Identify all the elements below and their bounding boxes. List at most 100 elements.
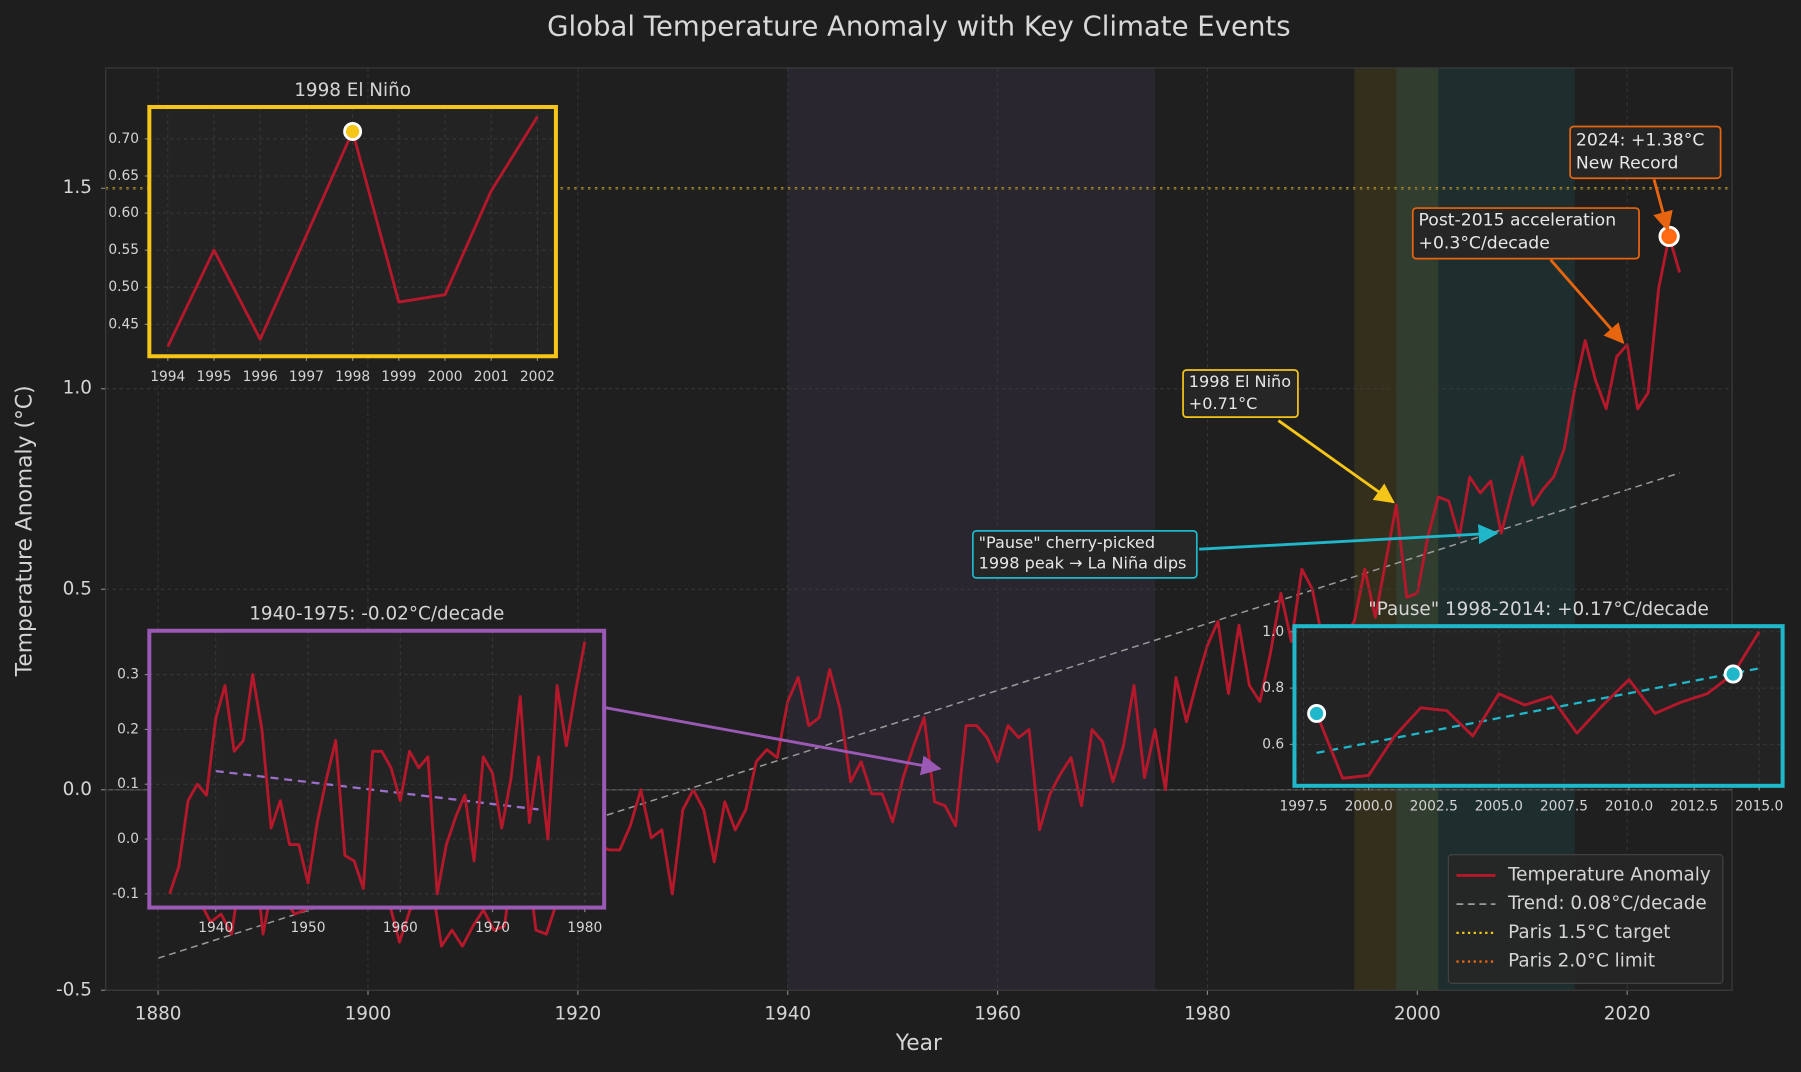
x-tick-label: 1960: [974, 1003, 1021, 1024]
x-tick-label: 1940: [764, 1003, 811, 1024]
x-tick-label: 1998: [335, 369, 370, 385]
annotation-box: [972, 529, 1198, 579]
annotation-box: [1411, 207, 1640, 260]
chart-title: Global Temperature Anomaly with Key Clim…: [547, 11, 1290, 43]
annotation-text: New Record: [1576, 153, 1679, 173]
legend-label: Temperature Anomaly: [1507, 864, 1711, 885]
highlight-span: [1396, 67, 1575, 991]
x-tick-label: 1980: [567, 920, 602, 936]
annotations: 2024: +1.38°C New Record Post-2015 accel…: [605, 125, 1722, 776]
data-line: [1315, 631, 1761, 780]
inset-connector: [605, 706, 942, 776]
x-tick-label: 1900: [345, 1003, 392, 1024]
x-tick-label: 2012.5: [1670, 798, 1718, 814]
x-tick-label: 1880: [135, 1003, 182, 1024]
y-tick-label: 0.65: [108, 168, 139, 184]
annotation-arrow: [1652, 178, 1673, 232]
legend-label: Trend: 0.08°C/decade: [1507, 893, 1707, 914]
annotation-arrow: [1199, 524, 1499, 551]
inset-title: "Pause" 1998-2014: +0.17°C/decade: [1368, 599, 1709, 620]
y-tick-label: 0.70: [108, 131, 139, 147]
y-tick-label: 0.0: [117, 831, 139, 847]
x-tick-label: 2002.5: [1410, 798, 1458, 814]
data-line: [168, 641, 587, 896]
highlight-point: [1723, 664, 1743, 684]
trend-line: [1316, 667, 1760, 755]
y-tick-label: 0.60: [108, 205, 139, 221]
inset-title: 1998 El Niño: [294, 80, 411, 101]
highlight-point: [343, 122, 363, 141]
inset-frame: [147, 104, 558, 359]
x-tick-label: 1994: [150, 369, 185, 385]
y-tick-label: 0.8: [1262, 680, 1284, 696]
inset-title: 1940-1975: -0.02°C/decade: [249, 604, 504, 625]
annotation-text: Post-2015 acceleration: [1419, 211, 1617, 231]
y-tick-label: 1.5: [63, 177, 92, 198]
annotation-text: 2024: +1.38°C: [1576, 130, 1705, 150]
annotation-text: "Pause" cherry-picked: [979, 533, 1155, 552]
y-tick-label: 0.3: [117, 667, 139, 683]
x-tick-label: 2020: [1604, 1003, 1651, 1024]
highlight-point: [1307, 703, 1327, 723]
x-tick-label: 2001: [474, 369, 509, 385]
annotation-text: 1998 peak → La Niña dips: [979, 554, 1187, 573]
legend-box: [1447, 854, 1724, 984]
highlight-span: [787, 67, 1155, 991]
x-tick-label: 1996: [243, 369, 278, 385]
inset-panel: 1940 1950 1960 1970 1980 -0.1 0.0 0.1 0.2 0.3 1940…: [112, 604, 607, 936]
plot-frame: [105, 67, 1733, 991]
y-tick-label: 0.55: [108, 242, 139, 258]
x-tick-label: 1997.5: [1279, 798, 1327, 814]
x-tick-label: 1970: [475, 920, 510, 936]
annotation-box: [1182, 369, 1299, 418]
y-tick-label: 0.1: [117, 776, 139, 792]
y-tick-label: 0.45: [108, 316, 139, 332]
y-tick-label: -0.5: [56, 979, 92, 1000]
y-tick-label: 0.0: [63, 779, 92, 800]
y-axis-label: Temperature Anomaly (°C): [12, 385, 37, 677]
y-tick-label: 0.50: [108, 279, 139, 295]
annotation-box: [1569, 125, 1722, 180]
x-tick-label: 2007.5: [1540, 798, 1588, 814]
inset-panel: 1994 1995 1996 1997 1998 1999 2000 2001 2002 0.45…: [108, 80, 558, 385]
legend-label: Paris 2.0°C limit: [1508, 951, 1655, 972]
x-tick-label: 2010.0: [1605, 798, 1653, 814]
plot-area: 1880 1900 1920 1940 1960 1980 2000 2020 -0.5 0.0 0…: [56, 67, 1785, 1024]
x-tick-label: 1995: [196, 369, 231, 385]
x-tick-label: 1999: [381, 369, 416, 385]
x-tick-label: 2000.0: [1345, 798, 1393, 814]
y-tick-label: 0.2: [117, 721, 139, 737]
x-tick-label: 1920: [554, 1003, 601, 1024]
inset-panel: 1997.5 2000.0 2002.5 2005.0 2007.5 2010.0 2012…: [1262, 599, 1785, 814]
x-tick-label: 2000: [1394, 1003, 1441, 1024]
legend: Temperature Anomaly Trend: 0.08°C/decade P…: [1447, 854, 1724, 984]
inset-frame: [147, 628, 607, 910]
x-tick-label: 1940: [198, 920, 233, 936]
annotation-arrow: [1277, 419, 1395, 504]
x-axis-label: Year: [895, 1031, 942, 1056]
plot-background: [149, 630, 605, 908]
inset-frame: [1292, 624, 1785, 788]
y-tick-label: 0.6: [1262, 736, 1284, 752]
y-tick-label: 0.5: [63, 578, 92, 599]
x-tick-label: 2015.0: [1735, 798, 1783, 814]
x-tick-label: 1960: [383, 920, 418, 936]
y-tick-label: -0.1: [112, 886, 139, 902]
x-tick-label: 2000: [428, 369, 463, 385]
plot-background: [1294, 626, 1783, 786]
legend-label: Paris 1.5°C target: [1508, 922, 1670, 943]
highlight-point: [1658, 225, 1680, 247]
annotation-text: 1998 El Niño: [1189, 372, 1291, 391]
x-tick-label: 1950: [290, 920, 325, 936]
y-tick-label: 1.0: [63, 378, 92, 399]
x-tick-label: 2002: [520, 369, 555, 385]
annotation-text: +0.71°C: [1189, 394, 1258, 413]
x-tick-label: 1997: [289, 369, 324, 385]
x-tick-label: 1980: [1184, 1003, 1231, 1024]
y-tick-label: 1.0: [1262, 624, 1284, 640]
x-tick-label: 2005.0: [1475, 798, 1523, 814]
annotation-arrow: [1549, 258, 1625, 344]
annotation-text: +0.3°C/decade: [1419, 234, 1550, 254]
